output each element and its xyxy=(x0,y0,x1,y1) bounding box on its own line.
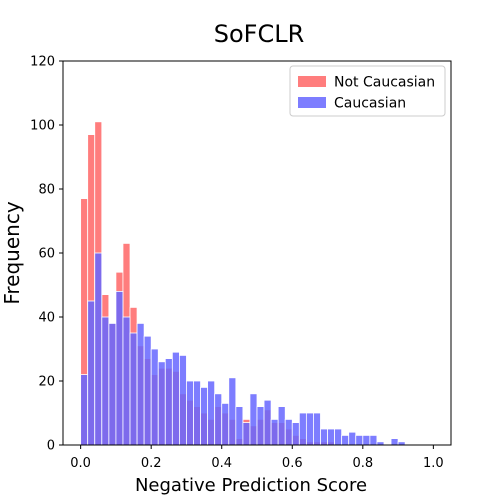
x-tick-label: 0.4 xyxy=(211,456,232,471)
histogram-bar xyxy=(136,322,145,446)
histogram-bar xyxy=(369,434,378,446)
histogram-bar xyxy=(207,380,216,446)
x-tick-label: 0.2 xyxy=(141,456,162,471)
y-tick-label: 0 xyxy=(47,439,55,454)
histogram-bar xyxy=(157,361,166,446)
histogram-bar xyxy=(129,332,138,446)
y-axis-title: Frequency xyxy=(0,201,24,304)
x-tick-label: 0.6 xyxy=(282,456,303,471)
histogram-bar xyxy=(150,348,159,446)
x-tick-label: 1.0 xyxy=(423,456,444,471)
histogram-bar xyxy=(178,354,187,446)
histogram-bar xyxy=(305,412,314,446)
histogram-bar xyxy=(242,422,251,446)
y-tick-label: 40 xyxy=(38,311,55,326)
histogram-bar xyxy=(362,434,371,446)
histogram-bar xyxy=(193,380,201,446)
histogram-bar xyxy=(249,393,258,446)
histogram-bar xyxy=(284,418,293,446)
x-tick-label: 0.8 xyxy=(352,456,373,471)
histogram-bar xyxy=(341,434,350,446)
histogram-bar xyxy=(228,377,237,446)
histogram-bar xyxy=(171,351,180,446)
legend-swatch xyxy=(298,76,326,87)
histogram-bar xyxy=(256,406,265,446)
y-tick-label: 80 xyxy=(38,183,55,198)
histogram-bar xyxy=(355,434,364,446)
histogram-bar xyxy=(87,300,96,446)
histogram-bar xyxy=(164,358,173,446)
legend-box xyxy=(289,65,446,117)
y-tick-label: 20 xyxy=(38,375,55,390)
histogram-bar xyxy=(221,402,230,446)
histogram-bar xyxy=(390,438,399,446)
histogram-bar xyxy=(291,422,300,446)
histogram-bar xyxy=(313,412,321,446)
legend-label: Caucasian xyxy=(334,96,406,112)
histogram-bar xyxy=(122,316,131,446)
histogram-bar xyxy=(101,316,110,446)
histogram-bar xyxy=(108,322,117,446)
histogram-bar xyxy=(277,406,286,446)
bars-layer xyxy=(80,121,406,446)
histogram-bar xyxy=(348,431,357,446)
histogram-bar xyxy=(327,428,335,446)
legend: Not Caucasian Caucasian xyxy=(289,65,446,117)
legend-swatch xyxy=(298,97,326,108)
axes-layer: 0.0 0.2 0.4 0.6 0.8 1.0 0 20 40 60 80 100 120 xyxy=(30,55,452,471)
y-tick-label: 60 xyxy=(38,247,55,262)
x-axis-title: Negative Prediction Score xyxy=(135,475,367,496)
x-tick-label: 0.0 xyxy=(70,456,91,471)
histogram-bar xyxy=(143,335,152,446)
histogram-bar xyxy=(334,428,343,446)
series-1-bars xyxy=(80,252,406,446)
chart-title: SoFCLR xyxy=(214,20,305,48)
histogram-bar xyxy=(94,252,103,446)
histogram-bar xyxy=(115,290,124,446)
histogram-bar xyxy=(80,374,89,446)
histogram-bar xyxy=(214,393,223,446)
y-tick-label: 100 xyxy=(30,119,55,134)
y-tick-label: 120 xyxy=(30,55,55,70)
histogram-bar xyxy=(320,428,328,446)
histogram-bar xyxy=(298,412,307,446)
legend-label: Not Caucasian xyxy=(334,75,435,91)
histogram-bar xyxy=(186,380,194,446)
histogram-bar xyxy=(235,406,244,446)
histogram-bar xyxy=(270,418,279,446)
histogram-bar xyxy=(200,386,209,446)
histogram-bar xyxy=(263,399,272,446)
